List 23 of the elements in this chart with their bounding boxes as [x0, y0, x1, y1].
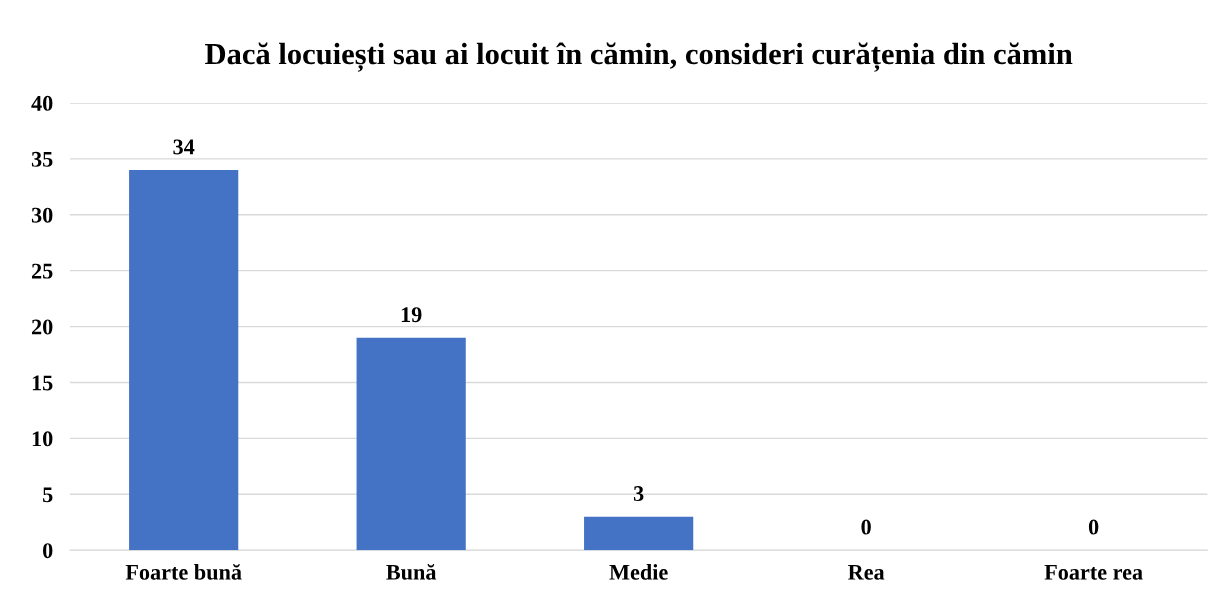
y-tick-label: 35 [31, 151, 53, 167]
x-tick-label: Foarte bună [125, 563, 242, 580]
x-tick-label: Bună [386, 563, 437, 580]
chart-title: Dacă locuiești sau ai locuit în cămin, consideri curățenia din cămin [205, 42, 1073, 72]
data-label: 0 [1088, 519, 1099, 535]
y-tick-label: 15 [32, 375, 53, 391]
data-label: 0 [861, 519, 871, 535]
y-tick-label: 5 [43, 487, 53, 503]
x-tick-label: Foarte rea [1044, 564, 1143, 580]
y-tick-label: 40 [31, 95, 53, 111]
data-label: 34 [173, 139, 195, 155]
bar [129, 170, 239, 551]
bar [584, 516, 694, 551]
x-tick-label: Rea [848, 564, 885, 580]
bar [356, 337, 466, 551]
y-tick-label: 10 [32, 431, 53, 447]
y-tick-label: 0 [43, 543, 53, 559]
x-tick-label: Medie [609, 564, 668, 580]
data-label: 3 [633, 486, 644, 502]
data-label: 19 [401, 307, 422, 323]
y-tick-label: 25 [31, 263, 53, 279]
y-tick-label: 30 [31, 207, 53, 223]
y-tick-label: 20 [31, 319, 53, 335]
